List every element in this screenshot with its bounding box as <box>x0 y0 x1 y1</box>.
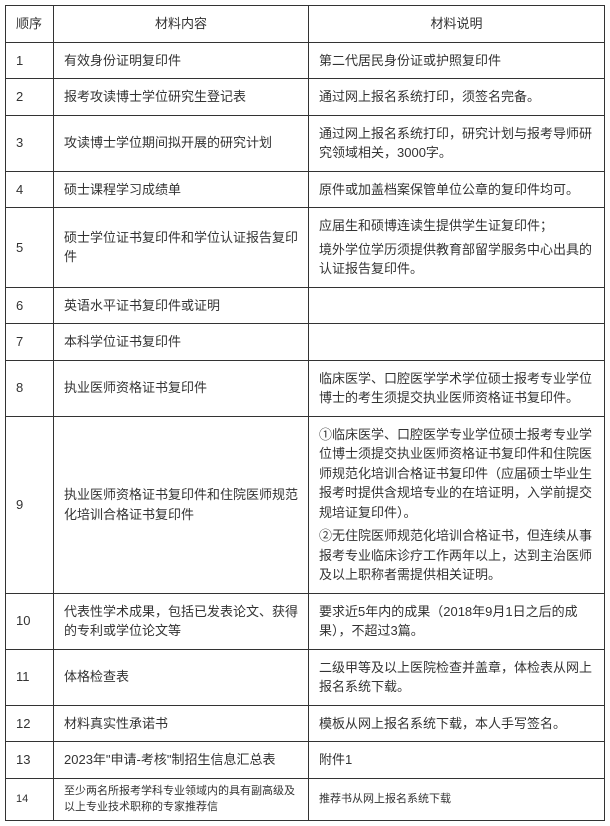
table-body: 1有效身份证明复印件第二代居民身份证或护照复印件2报考攻读博士学位研究生登记表通… <box>6 42 605 820</box>
table-row: 5硕士学位证书复印件和学位认证报告复印件应届生和硕博连读生提供学生证复印件； 境外… <box>6 208 605 288</box>
table-row: 132023年"申请-考核"制招生信息汇总表附件1 <box>6 742 605 779</box>
table-row: 1有效身份证明复印件第二代居民身份证或护照复印件 <box>6 42 605 79</box>
cell-desc: 推荐书从网上报名系统下载 <box>309 778 605 820</box>
table-row: 12材料真实性承诺书模板从网上报名系统下载，本人手写签名。 <box>6 705 605 742</box>
desc-paragraph: 境外学位学历须提供教育部留学服务中心出具的认证报告复印件。 <box>319 240 594 279</box>
cell-desc: 通过网上报名系统打印，研究计划与报考导师研究领域相关，3000字。 <box>309 115 605 171</box>
cell-content: 本科学位证书复印件 <box>54 324 309 361</box>
header-seq: 顺序 <box>6 6 54 43</box>
cell-desc <box>309 287 605 324</box>
cell-desc: 应届生和硕博连读生提供学生证复印件； 境外学位学历须提供教育部留学服务中心出具的认… <box>309 208 605 288</box>
cell-seq: 3 <box>6 115 54 171</box>
table-row: 2报考攻读博士学位研究生登记表通过网上报名系统打印，须签名完备。 <box>6 79 605 116</box>
table-row: 11体格检查表二级甲等及以上医院检查并盖章，体检表从网上报名系统下载。 <box>6 649 605 705</box>
cell-desc: 通过网上报名系统打印，须签名完备。 <box>309 79 605 116</box>
cell-desc: ①临床医学、口腔医学专业学位硕士报考专业学位博士须提交执业医师资格证书复印件和住… <box>309 416 605 593</box>
cell-seq: 5 <box>6 208 54 288</box>
cell-seq: 6 <box>6 287 54 324</box>
cell-content: 代表性学术成果，包括已发表论文、获得的专利或学位论文等 <box>54 593 309 649</box>
cell-content: 材料真实性承诺书 <box>54 705 309 742</box>
cell-desc <box>309 324 605 361</box>
desc-paragraph: 应届生和硕博连读生提供学生证复印件； <box>319 216 594 236</box>
cell-seq: 12 <box>6 705 54 742</box>
cell-content: 报考攻读博士学位研究生登记表 <box>54 79 309 116</box>
cell-desc: 模板从网上报名系统下载，本人手写签名。 <box>309 705 605 742</box>
cell-content: 2023年"申请-考核"制招生信息汇总表 <box>54 742 309 779</box>
cell-seq: 8 <box>6 360 54 416</box>
cell-seq: 2 <box>6 79 54 116</box>
cell-seq: 7 <box>6 324 54 361</box>
cell-content: 硕士学位证书复印件和学位认证报告复印件 <box>54 208 309 288</box>
desc-paragraph: ②无住院医师规范化培训合格证书，但连续从事报考专业临床诊疗工作两年以上，达到主治… <box>319 526 594 585</box>
cell-content: 攻读博士学位期间拟开展的研究计划 <box>54 115 309 171</box>
cell-desc: 第二代居民身份证或护照复印件 <box>309 42 605 79</box>
header-desc: 材料说明 <box>309 6 605 43</box>
materials-table: 顺序 材料内容 材料说明 1有效身份证明复印件第二代居民身份证或护照复印件2报考… <box>5 5 605 821</box>
cell-content: 执业医师资格证书复印件和住院医师规范化培训合格证书复印件 <box>54 416 309 593</box>
table-row: 9执业医师资格证书复印件和住院医师规范化培训合格证书复印件①临床医学、口腔医学专… <box>6 416 605 593</box>
desc-paragraph: ①临床医学、口腔医学专业学位硕士报考专业学位博士须提交执业医师资格证书复印件和住… <box>319 425 594 523</box>
table-header-row: 顺序 材料内容 材料说明 <box>6 6 605 43</box>
cell-desc: 原件或加盖档案保管单位公章的复印件均可。 <box>309 171 605 208</box>
table-row: 7本科学位证书复印件 <box>6 324 605 361</box>
table-row: 8执业医师资格证书复印件临床医学、口腔医学学术学位硕士报考专业学位博士的考生须提… <box>6 360 605 416</box>
cell-seq: 14 <box>6 778 54 820</box>
cell-content: 执业医师资格证书复印件 <box>54 360 309 416</box>
cell-desc: 临床医学、口腔医学学术学位硕士报考专业学位博士的考生须提交执业医师资格证书复印件… <box>309 360 605 416</box>
cell-desc: 要求近5年内的成果（2018年9月1日之后的成果），不超过3篇。 <box>309 593 605 649</box>
table-row: 10代表性学术成果，包括已发表论文、获得的专利或学位论文等要求近5年内的成果（2… <box>6 593 605 649</box>
cell-seq: 1 <box>6 42 54 79</box>
cell-content: 硕士课程学习成绩单 <box>54 171 309 208</box>
cell-content: 有效身份证明复印件 <box>54 42 309 79</box>
cell-seq: 4 <box>6 171 54 208</box>
header-content: 材料内容 <box>54 6 309 43</box>
cell-seq: 10 <box>6 593 54 649</box>
cell-seq: 11 <box>6 649 54 705</box>
cell-seq: 9 <box>6 416 54 593</box>
cell-desc: 二级甲等及以上医院检查并盖章，体检表从网上报名系统下载。 <box>309 649 605 705</box>
cell-seq: 13 <box>6 742 54 779</box>
cell-desc: 附件1 <box>309 742 605 779</box>
cell-content: 英语水平证书复印件或证明 <box>54 287 309 324</box>
table-row: 6英语水平证书复印件或证明 <box>6 287 605 324</box>
cell-content: 至少两名所报考学科专业领域内的具有副高级及以上专业技术职称的专家推荐信 <box>54 778 309 820</box>
table-row: 3攻读博士学位期间拟开展的研究计划通过网上报名系统打印，研究计划与报考导师研究领… <box>6 115 605 171</box>
table-row: 14至少两名所报考学科专业领域内的具有副高级及以上专业技术职称的专家推荐信推荐书… <box>6 778 605 820</box>
table-row: 4硕士课程学习成绩单原件或加盖档案保管单位公章的复印件均可。 <box>6 171 605 208</box>
cell-content: 体格检查表 <box>54 649 309 705</box>
